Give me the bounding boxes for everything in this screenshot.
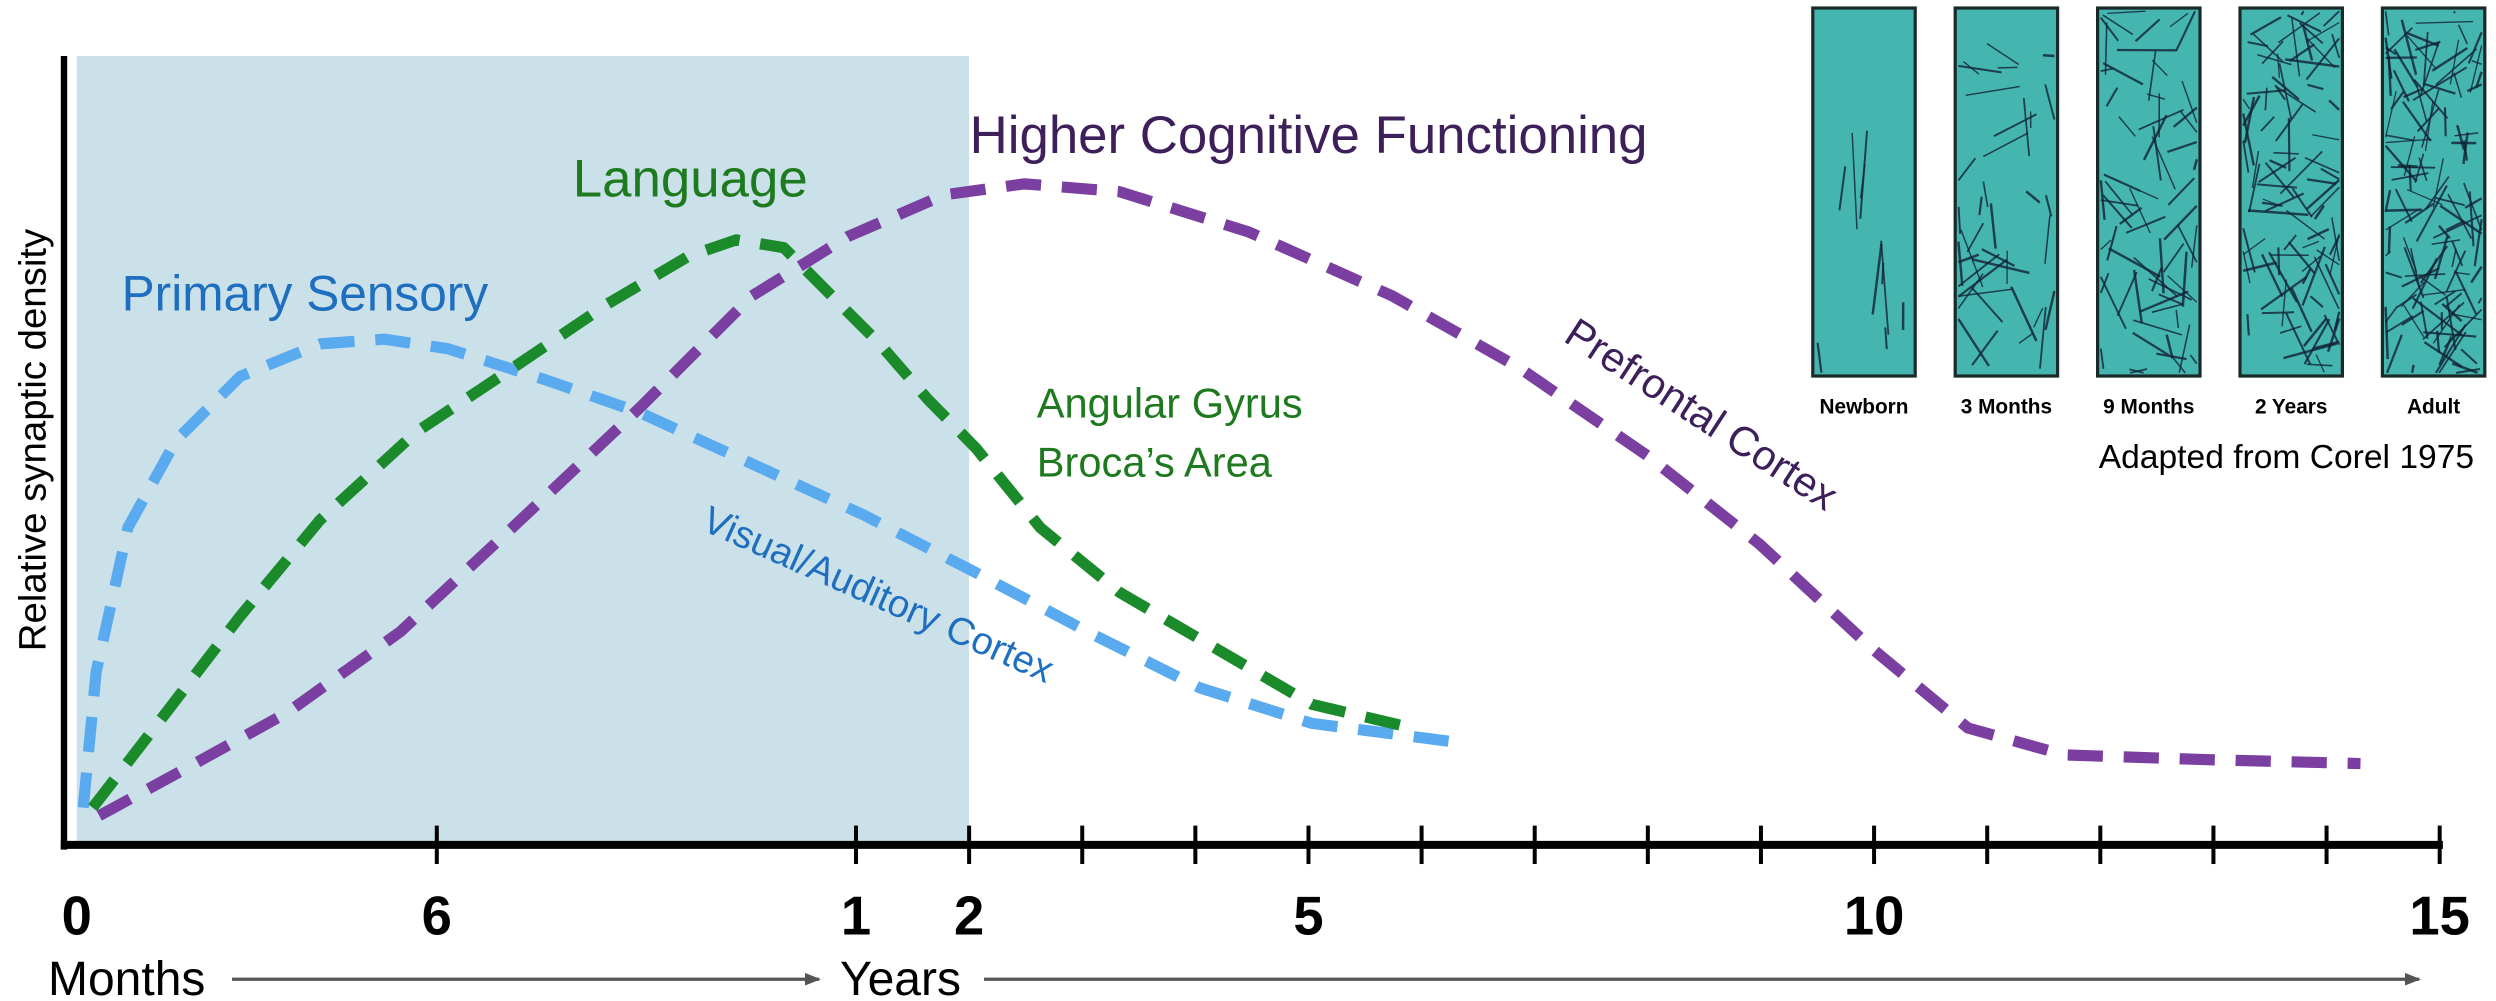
neuron-fiber xyxy=(2412,365,2413,373)
x-tick-label: 0 xyxy=(62,885,92,946)
panel-label: 2 Years xyxy=(2255,396,2327,419)
inset-panel xyxy=(2240,8,2342,376)
x-tick-label: 5 xyxy=(1293,885,1323,946)
chart: Relative synaptic density 061251015Month… xyxy=(0,0,2496,1001)
inset-caption: Adapted from Corel 1975 xyxy=(2099,439,2474,476)
series-label: Higher Cognitive Functioning xyxy=(970,106,1648,165)
neuron-fiber xyxy=(2247,314,2248,335)
annotation: Prefrontal Cortex xyxy=(1557,309,1846,520)
inset-panel xyxy=(2098,8,2200,376)
annotation: Angular Gyrus xyxy=(1037,379,1303,426)
panel-label: Newborn xyxy=(1820,396,1909,419)
inset-panel xyxy=(1955,8,2057,376)
x-tick-label: 10 xyxy=(1844,885,1905,946)
panel-label: 3 Months xyxy=(1961,396,2052,419)
x-tick-label: 2 xyxy=(954,885,984,946)
neuron-fiber xyxy=(2289,118,2290,171)
x-unit-label: Years xyxy=(840,953,961,1001)
panel-label: Adult xyxy=(2407,396,2460,419)
neuron-fiber xyxy=(2262,312,2294,313)
x-tick-label: 6 xyxy=(422,885,452,946)
neuron-fiber xyxy=(2043,55,2054,56)
neuron-fiber xyxy=(1882,263,1883,284)
page: {"chart_data": { "type": "line", "y_labe… xyxy=(0,0,2496,1001)
series-label: Primary Sensory xyxy=(122,266,489,322)
panel-bg xyxy=(1955,8,2057,376)
panel-bg xyxy=(1813,8,1915,376)
inset-panel xyxy=(2382,8,2484,376)
shaded-region xyxy=(77,56,969,845)
neuron-fiber xyxy=(2389,227,2390,254)
x-tick-label: 15 xyxy=(2409,885,2470,946)
neuron-fiber xyxy=(2445,107,2446,136)
inset-panel xyxy=(1813,8,1915,376)
y-axis-label: Relative synaptic density xyxy=(11,228,54,651)
annotation: Broca’s Area xyxy=(1037,439,1273,486)
x-unit-label: Months xyxy=(48,953,205,1001)
neuron-fiber xyxy=(2398,165,2418,166)
panel-label: 9 Months xyxy=(2103,396,2194,419)
neuron-fiber xyxy=(2410,165,2411,191)
series-label: Language xyxy=(573,149,808,208)
x-tick-label: 1 xyxy=(841,885,871,946)
